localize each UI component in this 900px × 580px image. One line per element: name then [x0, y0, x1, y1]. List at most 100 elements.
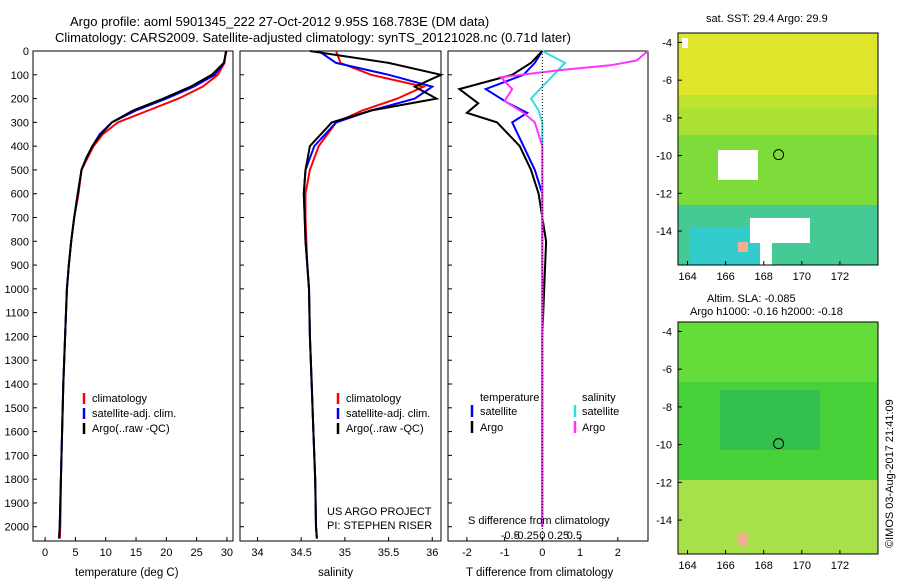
sla-x-tick-label: 164: [678, 560, 696, 572]
legend-temp-argo-label: Argo: [480, 422, 503, 434]
x-tick-label: 30: [221, 547, 233, 559]
sla-y-tick-label: -8: [662, 402, 672, 414]
salinity-panel-frame: [239, 50, 442, 542]
s-tick-label: 0.25: [548, 530, 569, 542]
sla-land-patch: [738, 534, 748, 546]
legend-satellite-label: satellite-adj. clim.: [92, 408, 176, 420]
legend-temp-satellite-label: satellite: [480, 406, 517, 418]
sst-y-tick-label: -12: [656, 188, 672, 200]
depth-tick-label: 1900: [5, 498, 29, 510]
sla-light-band: [678, 322, 878, 382]
depth-tick-label: 1400: [5, 379, 29, 391]
s-tick-label: -0.25: [514, 530, 539, 542]
difference-plot: -2 -1 0 1 2: [457, 50, 649, 559]
series-line: [58, 50, 227, 539]
sst-x-tick-label: 166: [716, 271, 734, 283]
sla-y-tick-label: -4: [662, 326, 672, 338]
sst-cloud-gap-1: [718, 150, 758, 180]
sst-y-tick-label: -6: [662, 75, 672, 87]
depth-tick-label: 600: [11, 189, 29, 201]
depth-tick-label: 1100: [5, 308, 29, 320]
x-tick-label: 0: [42, 547, 48, 559]
temperature-xlabel: temperature (deg C): [75, 567, 179, 579]
figure-title-line2: Climatology: CARS2009. Satellite-adjuste…: [55, 30, 571, 45]
sla-map: -4 -6 -8 -10 -12 -14 164 166 168 170 172: [656, 321, 879, 572]
depth-tick-label: 300: [11, 117, 29, 129]
sst-cloud-gap-2: [750, 218, 810, 243]
sla-x-tick-label: 172: [831, 560, 849, 572]
sst-profile-marker: [773, 149, 785, 161]
s-tick-label: 0.5: [567, 530, 582, 542]
sla-map-title-line1: Altim. SLA: -0.085: [707, 293, 796, 305]
series-line: [529, 50, 567, 527]
sst-map: -4 -6 -8 -10 -12 -14 164 166 168 170 172: [656, 32, 879, 283]
series-line: [498, 50, 649, 527]
x-tick-label: 35: [339, 547, 351, 559]
sst-frame: [677, 32, 879, 266]
figure-title-line1: Argo profile: aoml 5901345_222 27-Oct-20…: [70, 14, 489, 29]
sst-mid-band: [678, 95, 878, 135]
temperature-panel-frame: [32, 50, 234, 542]
depth-tick-label: 1000: [5, 284, 29, 296]
x-tick-label: 2: [615, 547, 621, 559]
series-line: [302, 50, 435, 539]
sla-profile-marker: [773, 438, 785, 450]
sla-x-tick-label: 168: [755, 560, 773, 572]
depth-tick-label: 2000: [5, 522, 29, 534]
legend-argo-label: Argo(..raw -QC): [92, 423, 170, 435]
sla-y-tick-label: -6: [662, 364, 672, 376]
sla-y-tick-label: -10: [656, 440, 672, 452]
legend-argo-label: Argo(..raw -QC): [346, 423, 424, 435]
sla-x-tick-label: 166: [716, 560, 734, 572]
sst-y-tick-label: -8: [662, 113, 672, 125]
sst-y-tick-label: -4: [662, 37, 672, 49]
legend-climatology-label: climatology: [346, 393, 402, 405]
sst-cloud-gap-4: [682, 38, 688, 48]
sst-x-tick-label: 164: [678, 271, 696, 283]
x-tick-label: 15: [130, 547, 142, 559]
legend-sal-satellite-label: satellite: [582, 406, 619, 418]
imos-watermark: ©IMOS 03-Aug-2017 21:41:09: [884, 399, 896, 548]
sst-x-tick-label: 170: [793, 271, 811, 283]
difference-legend: temperature salinity satellite satellite…: [470, 392, 619, 434]
sst-cloud-gap-3: [760, 240, 772, 265]
depth-tick-label: 900: [11, 260, 29, 272]
s-tick-label: -0.5: [501, 530, 520, 542]
legend-sal-argo-label: Argo: [582, 422, 605, 434]
depth-tick-label: 100: [11, 70, 29, 82]
x-tick-label: 36: [426, 547, 438, 559]
depth-tick-label: 700: [11, 213, 29, 225]
difference-panel-frame: [447, 50, 649, 542]
sla-map-title-line2: Argo h1000: -0.16 h2000: -0.18: [690, 306, 843, 318]
legend-temperature-heading: temperature: [480, 392, 539, 404]
sst-x-tick-label: 168: [755, 271, 773, 283]
x-tick-label: 35.5: [378, 547, 399, 559]
depth-tick-label: 1300: [5, 355, 29, 367]
x-tick-label: 34: [251, 547, 263, 559]
x-tick-label: 10: [100, 547, 112, 559]
sla-frame: [677, 321, 879, 555]
sla-blue-tint: [720, 390, 820, 450]
t-difference-label: T difference from climatology: [466, 567, 613, 579]
pi-credit: PI: STEPHEN RISER: [327, 520, 432, 532]
salinity-legend: climatology satellite-adj. clim. Argo(..…: [336, 393, 430, 435]
salinity-xlabel: salinity: [318, 567, 353, 579]
sla-y-tick-label: -12: [656, 477, 672, 489]
sla-y-tick-label: -14: [656, 515, 672, 527]
sla-x-tick-label: 170: [793, 560, 811, 572]
depth-tick-label: 200: [11, 94, 29, 106]
sst-map-title: sat. SST: 29.4 Argo: 29.9: [706, 13, 828, 25]
series-line: [58, 50, 228, 539]
depth-tick-label: 1500: [5, 403, 29, 415]
sst-x-tick-label: 172: [831, 271, 849, 283]
depth-tick-label: 1600: [5, 427, 29, 439]
x-tick-label: 1: [577, 547, 583, 559]
depth-axis-ticks: 0 100 200 300 400 500 600 700 800 900 1000 1100 1200…: [5, 46, 452, 534]
x-tick-label: -2: [462, 547, 472, 559]
s-difference-ticks: -0.5-0.25 0 0.250.5: [501, 530, 582, 542]
sst-y-tick-label: -14: [656, 226, 672, 238]
series-line: [304, 50, 427, 539]
temperature-legend: climatology satellite-adj. clim. Argo(..…: [82, 393, 176, 435]
sst-land-patch: [738, 242, 748, 252]
legend-satellite-label: satellite-adj. clim.: [346, 408, 430, 420]
